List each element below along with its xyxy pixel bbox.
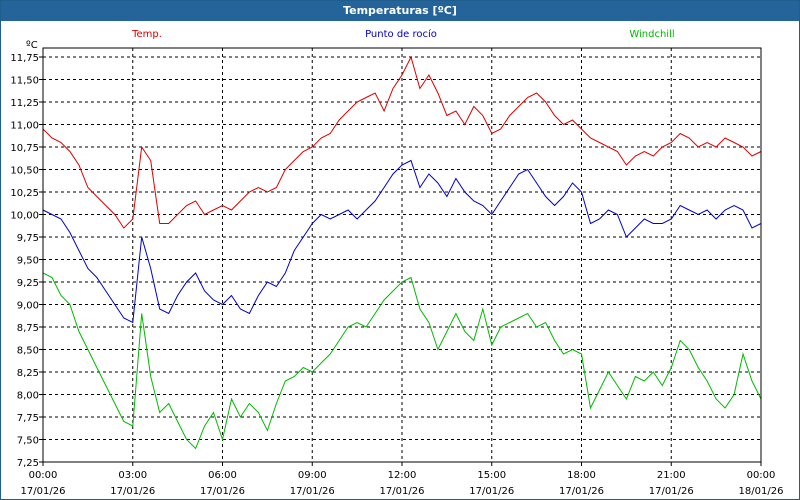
plot-area-frame <box>42 47 762 463</box>
y-tick-label: 11,00 <box>10 121 39 132</box>
x-tick-date-label: 17/01/26 <box>559 486 604 497</box>
x-axis-ticks: 00:00 17/01/26 03:00 17/01/26 06:00 17/01/26 0… <box>21 462 784 497</box>
x-tick-date-label: 17/01/26 <box>380 486 425 497</box>
temperature-chart: Temp. Punto de rocío Windchill ºC 11,7511,… <box>10 28 784 497</box>
y-tick-label: 9,00 <box>17 301 39 312</box>
x-tick-date-label: 17/01/26 <box>649 486 694 497</box>
y-tick-label: 8,25 <box>17 368 39 379</box>
y-tick-label: 9,50 <box>17 256 39 267</box>
y-tick-label: 8,75 <box>17 323 39 334</box>
series-line-2 <box>42 272 762 450</box>
y-axis-ticks: 11,75 11,50 11,25 11,00 10,75 10,50 10,25 10,00… <box>10 53 43 469</box>
x-tick-date-label: 17/01/26 <box>200 486 245 497</box>
y-axis-unit-label: ºC <box>26 40 38 51</box>
x-tick-time-label: 03:00 <box>118 470 147 481</box>
legend-label-1: Punto de rocío <box>365 28 437 40</box>
legend: Temp. Punto de rocío Windchill <box>131 28 675 40</box>
x-tick-time-label: 00:00 <box>29 470 58 481</box>
x-tick-date-label: 18/01/26 <box>739 486 784 497</box>
y-tick-label: 7,25 <box>17 458 39 469</box>
x-tick-time-label: 06:00 <box>208 470 237 481</box>
y-tick-label: 10,25 <box>10 188 39 199</box>
y-tick-label: 11,75 <box>10 53 39 64</box>
y-tick-label: 7,75 <box>17 413 39 424</box>
y-tick-label: 9,25 <box>17 278 39 289</box>
legend-label-0: Temp. <box>131 29 162 40</box>
y-tick-label: 10,00 <box>10 211 39 222</box>
series-lines <box>42 55 762 450</box>
x-tick-date-label: 17/01/26 <box>110 486 155 497</box>
series-line-1 <box>42 159 762 324</box>
x-tick-time-label: 12:00 <box>388 470 417 481</box>
x-tick-time-label: 18:00 <box>567 470 596 481</box>
legend-label-2: Windchill <box>629 29 674 40</box>
x-tick-time-label: 15:00 <box>477 470 506 481</box>
y-tick-label: 10,50 <box>10 166 39 177</box>
y-tick-label: 10,75 <box>10 143 39 154</box>
y-tick-label: 11,50 <box>10 76 39 87</box>
x-tick-date-label: 17/01/26 <box>21 486 66 497</box>
window-title: Temperaturas [ºC] <box>1 1 799 21</box>
y-tick-label: 9,75 <box>17 233 39 244</box>
series-line-0 <box>42 55 762 229</box>
grid-lines <box>43 48 761 463</box>
y-tick-label: 11,25 <box>10 98 39 109</box>
y-tick-label: 8,00 <box>17 391 39 402</box>
y-tick-label: 7,50 <box>17 436 39 447</box>
x-tick-time-label: 00:00 <box>747 470 776 481</box>
x-tick-date-label: 17/01/26 <box>469 486 514 497</box>
y-tick-label: 8,50 <box>17 346 39 357</box>
x-tick-date-label: 17/01/26 <box>290 486 335 497</box>
x-tick-time-label: 09:00 <box>298 470 327 481</box>
x-tick-time-label: 21:00 <box>657 470 686 481</box>
